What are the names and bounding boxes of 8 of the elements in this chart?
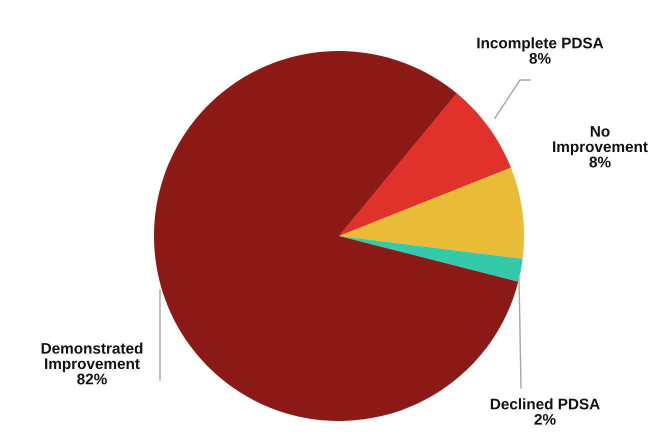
slice-label: No Improvement [553, 126, 648, 156]
slice-label: Demonstrated Improvement [42, 342, 142, 372]
data-label: 2% [534, 414, 556, 425]
slice-label: Declined PDSA [490, 398, 600, 410]
data-label: 8% [529, 52, 551, 64]
data-label: 82% [77, 374, 107, 384]
data-label: 8% [589, 156, 611, 168]
slice-label: Incomplete PDSA [477, 37, 604, 52]
